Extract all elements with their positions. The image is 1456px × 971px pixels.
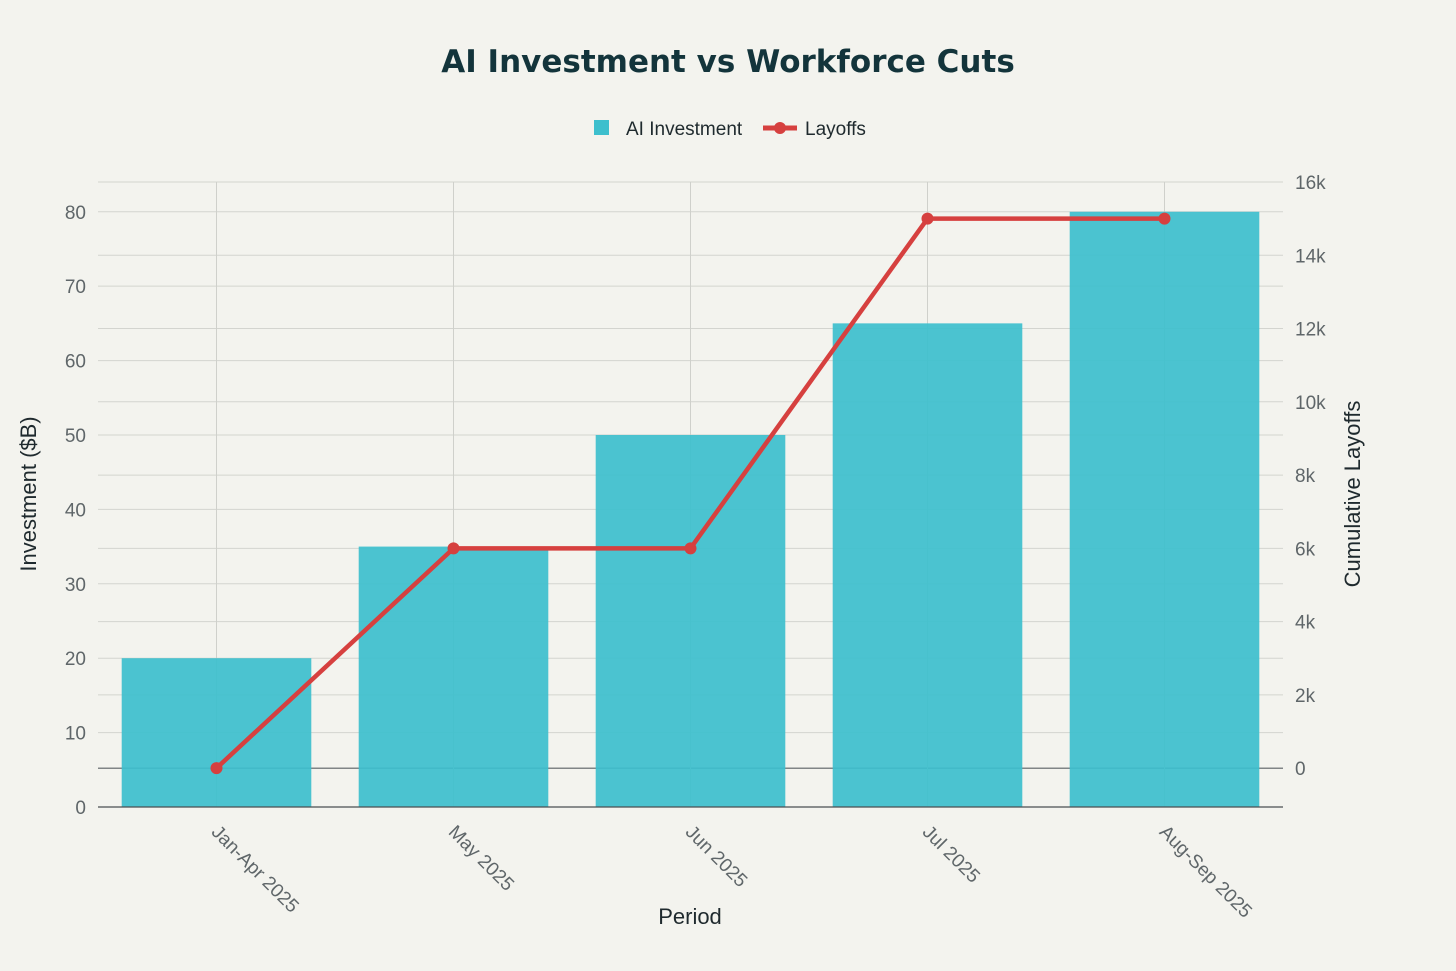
bars bbox=[121, 211, 1260, 807]
legend-label-ai-investment: AI Investment bbox=[626, 119, 743, 140]
x-tick-label-2: Jun 2025 bbox=[681, 822, 751, 892]
bar-1 bbox=[358, 546, 549, 807]
y2-tick-label-8000: 8k bbox=[1295, 466, 1316, 487]
y2-tick-label-0: 0 bbox=[1295, 759, 1306, 780]
y2-tick-label-14000: 14k bbox=[1295, 246, 1326, 267]
legend: AI Investment Layoffs bbox=[594, 119, 866, 140]
y-tick-label-50: 50 bbox=[65, 426, 86, 447]
y2-tick-label-6000: 6k bbox=[1295, 539, 1316, 560]
legend-swatch-ai-investment bbox=[594, 120, 609, 135]
legend-label-layoffs: Layoffs bbox=[805, 119, 866, 140]
bar-4 bbox=[1069, 211, 1260, 807]
y2-tick-label-4000: 4k bbox=[1295, 613, 1316, 634]
y-tick-label-20: 20 bbox=[65, 649, 86, 670]
bar-3 bbox=[832, 323, 1023, 807]
x-axis-title: Period bbox=[658, 904, 722, 929]
legend-swatch-layoffs-marker bbox=[774, 122, 786, 134]
layoffs-point-4 bbox=[1158, 212, 1171, 225]
layoffs-point-0 bbox=[210, 762, 223, 775]
x-tick-label-0: Jan-Apr 2025 bbox=[207, 822, 303, 918]
y2-tick-label-10000: 10k bbox=[1295, 393, 1326, 414]
y-axis-title: Investment ($B) bbox=[16, 416, 41, 571]
y-tick-label-80: 80 bbox=[65, 203, 86, 224]
x-tick-label-3: Jul 2025 bbox=[918, 822, 984, 888]
chart-title: AI Investment vs Workforce Cuts bbox=[441, 44, 1015, 80]
y-tick-label-0: 0 bbox=[75, 798, 86, 819]
y-tick-label-40: 40 bbox=[65, 500, 86, 521]
y2-tick-label-16000: 16k bbox=[1295, 173, 1326, 194]
y-tick-label-30: 30 bbox=[65, 575, 86, 596]
y2-tick-label-12000: 12k bbox=[1295, 320, 1326, 341]
layoffs-point-1 bbox=[447, 542, 460, 555]
bar-2 bbox=[595, 434, 786, 807]
y-tick-label-70: 70 bbox=[65, 277, 86, 298]
layoffs-point-2 bbox=[684, 542, 697, 555]
y2-tick-label-2000: 2k bbox=[1295, 686, 1316, 707]
bar-0 bbox=[121, 658, 312, 807]
y-tick-label-60: 60 bbox=[65, 352, 86, 373]
x-tick-label-1: May 2025 bbox=[444, 822, 518, 896]
layoffs-point-3 bbox=[921, 212, 934, 225]
layoffs-line-layer bbox=[210, 212, 1171, 775]
y2-axis-title: Cumulative Layoffs bbox=[1340, 401, 1365, 588]
y-tick-label-10: 10 bbox=[65, 724, 86, 745]
x-tick-label-4: Aug-Sep 2025 bbox=[1155, 822, 1256, 923]
